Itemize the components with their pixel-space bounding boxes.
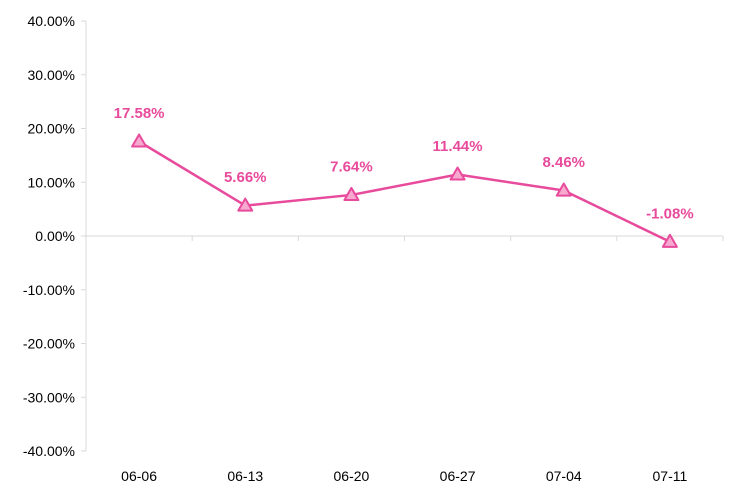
x-tick-label: 06-13 (227, 468, 263, 484)
data-point-marker (449, 166, 466, 181)
data-label: 5.66% (224, 169, 267, 186)
series-plot (131, 133, 678, 248)
data-point-marker (661, 233, 678, 248)
data-point-marker (237, 197, 254, 212)
y-axis: 40.00% 30.00% 20.00% 10.00% 0.00% -10.00% -20.… (23, 13, 87, 459)
y-tick-label: 40.00% (28, 13, 75, 29)
x-axis: 06-06 06-13 06-20 06-27 07-04 07-11 (86, 235, 724, 484)
data-label: 7.64% (330, 158, 373, 175)
x-tick-label: 06-20 (334, 468, 370, 484)
data-point-marker (555, 182, 572, 197)
y-tick-label: -40.00% (23, 443, 75, 459)
x-tick-label: 07-04 (546, 468, 582, 484)
data-label: -1.08% (646, 205, 694, 222)
x-tick-label: 06-27 (440, 468, 476, 484)
data-label: 11.44% (433, 138, 483, 155)
data-label: 8.46% (542, 154, 585, 171)
y-tick-label: 30.00% (28, 67, 75, 83)
data-point-marker (131, 133, 148, 148)
x-tick-label: 07-11 (653, 468, 688, 484)
y-tick-label: 0.00% (35, 228, 75, 244)
data-point-marker (343, 186, 360, 201)
data-labels: 17.58% 5.66% 7.64% 11.44% 8.46% -1.08% (114, 105, 694, 222)
y-tick-label: -30.00% (23, 389, 75, 405)
data-label: 17.58% (114, 105, 165, 122)
y-tick-label: 20.00% (28, 121, 75, 137)
y-tick-label: -20.00% (23, 336, 75, 352)
y-tick-label: -10.00% (23, 282, 75, 298)
x-tick-label: 06-06 (121, 468, 157, 484)
series-line (138, 140, 671, 243)
y-tick-label: 10.00% (28, 174, 75, 190)
